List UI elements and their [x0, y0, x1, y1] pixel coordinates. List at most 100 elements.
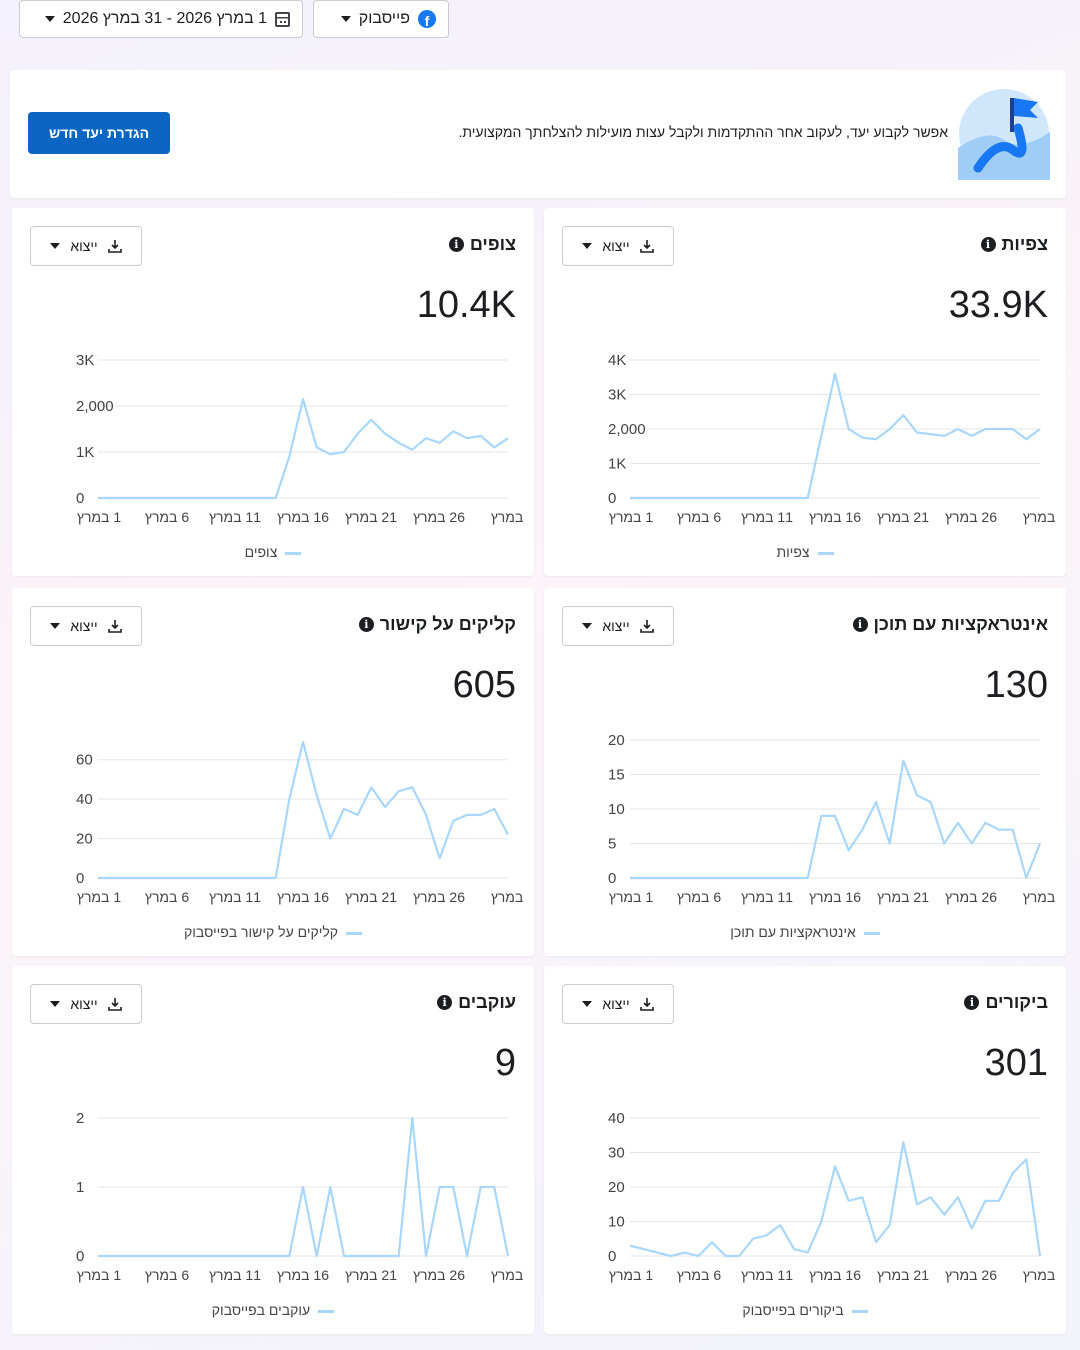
chevron-down-icon [50, 243, 61, 249]
export-button[interactable]: ייצוא [562, 984, 674, 1024]
export-button[interactable]: ייצוא [30, 226, 142, 266]
metric-card: קליקים על קישור i ייצוא 605 0 20 40 60 1 במר… [12, 588, 534, 956]
export-button[interactable]: ייצוא [30, 984, 142, 1024]
legend-label: ביקורים בפייסבוק [742, 1302, 844, 1318]
line-chart: 0 1K 2,000 3K 4K 1 במרץ 6 במרץ 11 במרץ 16 במרץ 21… [608, 352, 1055, 525]
y-tick-label: 20 [608, 1179, 625, 1196]
chevron-down-icon [50, 1001, 61, 1007]
x-tick-label: במרץ [1023, 1267, 1056, 1283]
metric-title-text: עוקבים [458, 992, 516, 1012]
y-tick-label: 1K [76, 444, 94, 461]
metric-title-text: צפיות [1001, 234, 1048, 254]
legend-swatch [285, 551, 302, 555]
metric-title-text: צופים [469, 234, 516, 254]
export-label: ייצוא [602, 996, 630, 1012]
x-tick-label: 21 במרץ [345, 889, 397, 905]
chevron-down-icon [44, 16, 55, 22]
metric-card: צפיות i ייצוא 33.9K 0 1K 2,000 3K 4K 1 במרץ 6 … [544, 208, 1066, 576]
y-tick-label: 40 [76, 791, 93, 808]
x-tick-label: 11 במרץ [741, 509, 793, 525]
y-tick-label: 4K [608, 352, 626, 369]
y-tick-label: 0 [608, 870, 616, 887]
legend-label: עוקבים בפייסבוק [211, 1302, 311, 1318]
x-tick-label: במרץ [491, 509, 524, 525]
y-tick-label: 1 [76, 1179, 84, 1196]
export-label: ייצוא [602, 618, 630, 634]
y-tick-label: 20 [76, 831, 93, 848]
x-tick-label: 16 במרץ [277, 889, 329, 905]
chart-legend: צופים [12, 544, 534, 560]
download-icon [107, 997, 122, 1011]
x-tick-label: במרץ [491, 889, 524, 905]
set-goal-button[interactable]: הגדרת יעד חדש [28, 112, 170, 154]
line-chart: 0 1K 2,000 3K 1 במרץ 6 במרץ 11 במרץ 16 במרץ 21 ב… [76, 352, 524, 525]
y-tick-label: 1K [608, 456, 626, 473]
metric-title: צופים i [448, 234, 516, 255]
y-tick-label: 0 [608, 490, 616, 507]
line-chart: 0 5 10 15 20 1 במרץ 6 במרץ 11 במרץ 16 במרץ 21 במר… [608, 732, 1056, 905]
metric-title-text: ביקורים [985, 992, 1048, 1012]
goal-illustration-icon [958, 89, 1050, 180]
legend-swatch [346, 931, 363, 935]
legend-label: צופים [244, 544, 278, 560]
info-icon[interactable]: i [980, 237, 996, 252]
date-range-label: 1 במרץ 2026 - 31 במרץ 2026 [62, 10, 267, 27]
legend-swatch [851, 1309, 868, 1313]
legend-label: קליקים על קישור בפייסבוק [183, 924, 339, 940]
metric-value: 605 [452, 664, 516, 706]
x-tick-label: 11 במרץ [209, 509, 261, 525]
series-line [98, 740, 509, 880]
x-tick-label: 21 במרץ [877, 889, 929, 905]
chevron-down-icon [582, 1001, 593, 1007]
export-button[interactable]: ייצוא [562, 226, 674, 266]
x-tick-label: 21 במרץ [877, 1267, 929, 1283]
x-tick-label: 6 במרץ [677, 509, 721, 525]
x-tick-label: 26 במרץ [413, 1267, 465, 1283]
x-tick-label: 6 במרץ [145, 509, 189, 525]
info-icon[interactable]: i [852, 617, 868, 632]
info-icon[interactable]: i [448, 237, 464, 252]
info-icon[interactable]: i [358, 617, 374, 632]
y-tick-label: 3K [608, 387, 626, 404]
x-tick-label: 6 במרץ [145, 1267, 189, 1283]
y-tick-label: 0 [76, 870, 84, 887]
legend-swatch [817, 551, 834, 555]
chart-legend: צפיות [544, 544, 1066, 560]
info-icon[interactable]: i [437, 995, 453, 1010]
line-chart: 0 20 40 60 1 במרץ 6 במרץ 11 במרץ 16 במרץ 21 במרץ… [76, 740, 524, 905]
x-tick-label: במרץ [1023, 889, 1056, 905]
metric-value: 10.4K [416, 284, 516, 326]
date-range-dropdown[interactable]: 1 במרץ 2026 - 31 במרץ 2026 [19, 0, 303, 38]
filter-bar: 1 במרץ 2026 - 31 במרץ 2026 f פייסבוק [0, 0, 1080, 40]
metric-title: אינטראקציות עם תוכן i [852, 614, 1048, 635]
chevron-down-icon [582, 623, 593, 629]
export-button[interactable]: ייצוא [562, 606, 674, 646]
y-tick-label: 40 [608, 1110, 625, 1127]
metric-title: עוקבים i [437, 992, 516, 1013]
download-icon [107, 619, 122, 633]
x-tick-label: במרץ [491, 1267, 524, 1283]
series-line [98, 1116, 510, 1258]
metric-title-text: קליקים על קישור [379, 614, 516, 634]
metric-card: צופים i ייצוא 10.4K 0 1K 2,000 3K 1 במרץ 6 במ… [12, 208, 534, 576]
info-icon[interactable]: i [964, 995, 980, 1010]
line-chart: 0 10 20 30 40 1 במרץ 6 במרץ 11 במרץ 16 במרץ 21 במ… [608, 1110, 1056, 1283]
platform-dropdown[interactable]: f פייסבוק [313, 0, 449, 38]
x-tick-label: 1 במרץ [609, 1267, 653, 1283]
chart-legend: ביקורים בפייסבוק [544, 1302, 1066, 1318]
x-tick-label: 1 במרץ [609, 509, 653, 525]
x-tick-label: 11 במרץ [741, 889, 793, 905]
x-tick-label: 16 במרץ [277, 509, 329, 525]
x-tick-label: 6 במרץ [145, 889, 189, 905]
platform-label: פייסבוק [358, 10, 410, 27]
x-tick-label: 16 במרץ [277, 1267, 329, 1283]
chevron-down-icon [582, 243, 593, 249]
export-button[interactable]: ייצוא [30, 606, 142, 646]
y-tick-label: 5 [608, 836, 616, 853]
export-label: ייצוא [602, 238, 630, 254]
download-icon [639, 239, 654, 253]
legend-swatch [863, 931, 880, 935]
x-tick-label: 16 במרץ [809, 1267, 861, 1283]
x-tick-label: 11 במרץ [741, 1267, 793, 1283]
